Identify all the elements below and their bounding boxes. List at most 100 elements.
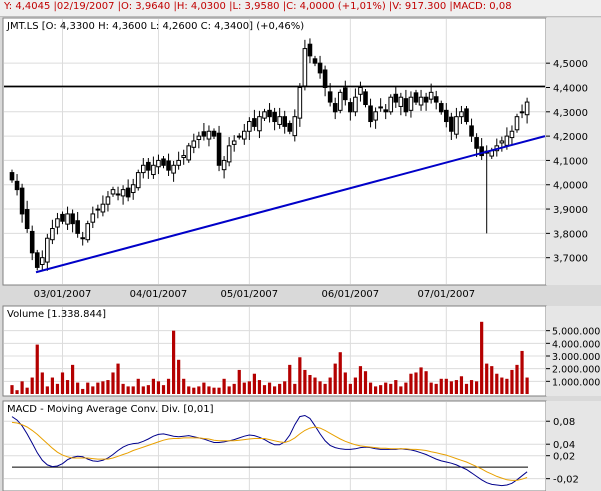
volume-bar [298,357,302,394]
volume-y-label: 2.000.000 [552,365,600,376]
candle-body [166,160,171,171]
volume-bar [247,381,251,394]
volume-bar [485,363,489,394]
candle-body [55,218,60,228]
candle-body [201,131,207,137]
volume-bar [262,385,267,394]
candle-body [469,125,474,137]
price-y-axis: 4,5000 4,4000 4,3000 4,2000 4,1000 4,0000 3,90… [546,59,588,265]
candle-body [292,116,298,137]
volume-bar [197,386,201,394]
candle-body [191,140,197,148]
candle-body [479,146,484,157]
x-axis: 03/01/2007 04/01/2007 05/01/2007 06/01/2007… [34,289,475,300]
candle-body [317,62,323,74]
volume-bar [257,380,262,394]
candle-body [9,172,15,181]
candle-body [19,187,25,215]
volume-bar [394,380,398,394]
candle-body [110,189,116,195]
volume-bar [464,383,469,394]
volume-bar [232,383,236,394]
candle-body [297,86,303,119]
volume-bar [50,377,54,394]
candle-body [171,164,176,174]
candle-body [312,58,318,64]
volume-bar [30,377,34,394]
volume-bar [469,380,474,394]
volume-bar [10,385,14,394]
trend-line [35,135,546,274]
volume-bar [252,373,256,394]
price-y-label: 4,0000 [553,181,588,192]
volume-bar [308,375,312,394]
volume-bar [136,378,140,394]
x-tick-label: 07/01/2007 [417,289,475,300]
candle-body [378,106,383,109]
volume-bar [20,381,24,394]
volume-bar [505,378,509,394]
candle-body [100,203,106,213]
candle-body [242,130,247,140]
candle-body [216,132,222,166]
volume-bar [76,382,80,394]
x-tick-label: 03/01/2007 [34,289,92,300]
candle-body [504,135,510,146]
candle-body [307,43,313,57]
candle-body [206,130,212,140]
volume-bar [192,387,196,394]
price-y-label: 4,5000 [553,59,588,70]
volume-bar [419,367,423,394]
candle-body [221,159,227,171]
candle-body [186,145,192,161]
candle-body [181,155,186,159]
volume-bar [515,364,519,394]
volume-bar [25,387,29,394]
candle-body [146,161,151,171]
volume-bar [156,381,161,394]
macd-marks [11,414,528,487]
candle-body [75,220,80,234]
volume-bar [81,388,85,394]
volume-bar [121,383,125,394]
volume-bar [267,382,272,394]
candle-body [70,213,75,225]
macd-y-label: 0,04 [553,440,575,451]
volume-bar [404,382,408,394]
volume-bar [111,372,115,394]
volume-marks [10,321,529,394]
candle-body [524,101,530,116]
candle-body [45,237,50,263]
volume-bar [166,378,171,394]
candle-body [257,116,262,132]
volume-bar [278,383,282,394]
candle-body [519,111,525,114]
candle-body [383,109,388,113]
candle-body [80,237,86,240]
volume-bar [343,372,347,394]
price-title: JMT.LS [O: 4,3300 H: 4,3600 L: 4,2600 C:… [6,21,304,32]
volume-bar [333,363,337,394]
volume-bar [141,386,145,394]
candle-body [474,137,479,149]
candle-body [161,158,166,166]
volume-bar [207,386,211,394]
volume-bar [409,373,413,394]
volume-bar [35,344,39,394]
candle-body [24,209,30,230]
candle-body [337,91,343,111]
volume-bar [273,386,277,394]
macd-y-axis: 0,08 0,040,02 -0,02 [546,417,579,486]
volume-bar [126,386,130,394]
candle-body [141,164,146,174]
candle-body [444,109,449,123]
volume-bar [379,385,383,394]
volume-bar [161,385,166,394]
volume-bar [65,380,70,394]
candle-body [65,213,70,225]
candle-body [85,223,91,241]
price-y-label: 4,3000 [553,108,588,119]
